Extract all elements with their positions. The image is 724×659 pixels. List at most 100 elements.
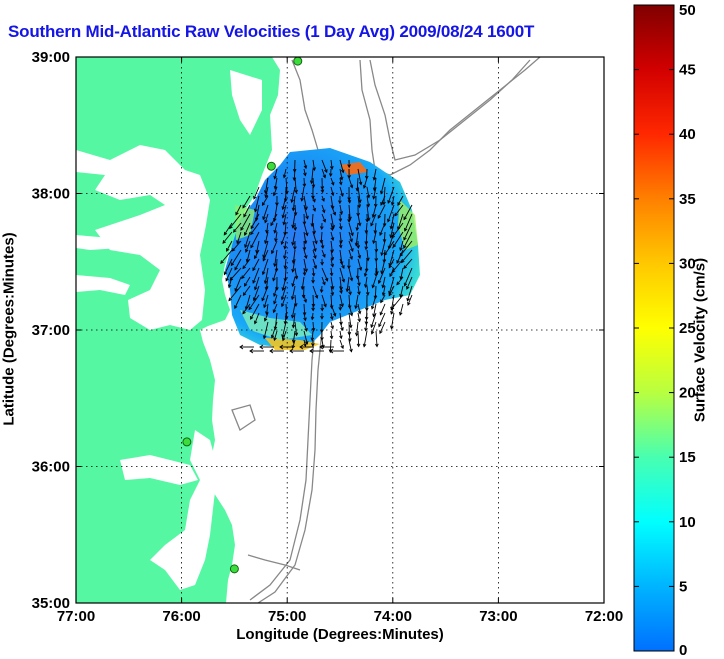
velocity-vector-head [263, 304, 267, 309]
velocity-vector-head [340, 169, 345, 174]
velocity-vector [399, 303, 404, 316]
velocity-vector [357, 276, 360, 286]
velocity-vector [294, 267, 298, 279]
velocity-vector-head [348, 338, 352, 343]
velocity-vector-head [293, 227, 298, 231]
velocity-vector-head [330, 325, 334, 330]
velocity-vector-head [226, 247, 230, 252]
velocity-vector [282, 195, 287, 210]
velocity-vector [311, 312, 314, 320]
velocity-vector [242, 303, 251, 314]
velocity-vector [271, 240, 278, 254]
velocity-vector [273, 330, 278, 341]
velocity-vector-head [262, 257, 266, 262]
velocity-vector-head [261, 297, 265, 302]
velocity-vector [390, 312, 395, 329]
velocity-vector [348, 204, 351, 220]
velocity-vector-head [280, 303, 285, 308]
velocity-vector [265, 276, 269, 290]
velocity-vector [222, 231, 233, 244]
velocity-vector [330, 186, 334, 196]
colorbar-ticks [634, 4, 674, 652]
colorbar-tick-label: 25 [679, 320, 696, 337]
velocity-vector-head [290, 314, 295, 319]
velocity-vector [380, 177, 386, 194]
velocity-vector [330, 222, 334, 231]
velocity-vector [330, 204, 336, 216]
velocity-vector-head [320, 189, 325, 194]
velocity-vector-head [309, 348, 314, 354]
velocity-vector-head [244, 248, 249, 253]
velocity-vector-head [364, 246, 369, 251]
velocity-vector-head [281, 334, 285, 339]
velocity-vector [243, 285, 251, 296]
velocity-vector-head [309, 180, 314, 185]
velocity-vector [387, 186, 395, 204]
velocity-vector [330, 258, 334, 267]
velocity-vector-head [320, 337, 324, 341]
velocity-vector [321, 267, 328, 282]
x-tick-label: 75:00 [268, 608, 306, 625]
velocity-vector-head [243, 232, 248, 237]
velocity-vector [264, 312, 269, 321]
velocity-vector [339, 276, 342, 290]
velocity-vector-head [373, 230, 378, 235]
velocity-vector-head [319, 289, 324, 294]
velocity-vector [404, 267, 413, 286]
velocity-vector-head [245, 258, 250, 263]
velocity-vector-head [330, 257, 335, 261]
velocity-vector [284, 312, 287, 324]
velocity-vector [339, 312, 342, 325]
velocity-vector-head [364, 327, 368, 332]
velocity-vector [265, 186, 269, 198]
velocity-vector [242, 258, 251, 269]
velocity-vector [244, 276, 251, 287]
velocity-vector-head [338, 307, 343, 311]
velocity-vector-head [300, 286, 305, 291]
velocity-vector-head [283, 245, 287, 250]
velocity-vector [252, 258, 260, 271]
velocity-vector [378, 312, 386, 327]
velocity-vector-head [347, 219, 351, 223]
velocity-vector [234, 258, 242, 270]
velocity-vector [401, 249, 413, 263]
velocity-vector-head [294, 189, 298, 194]
velocity-vector [291, 303, 296, 318]
velocity-vector [281, 321, 287, 338]
velocity-vector-head [303, 343, 307, 348]
velocity-vector-head [222, 240, 226, 244]
velocity-vector [243, 204, 251, 217]
velocity-vector [321, 276, 326, 285]
velocity-vector-head [355, 275, 360, 280]
velocity-vector-head [399, 293, 403, 298]
velocity-vector [273, 294, 278, 304]
velocity-vector-head [270, 250, 275, 255]
velocity-vector [303, 312, 306, 321]
velocity-vector-head [339, 176, 344, 181]
velocity-vector [301, 276, 305, 290]
velocity-vector-head [320, 245, 325, 249]
velocity-vector [256, 240, 260, 253]
velocity-vector [355, 231, 359, 246]
velocity-vector [356, 177, 359, 191]
velocity-vector [394, 204, 404, 217]
velocity-vector-head [403, 282, 408, 287]
velocity-vector [303, 258, 307, 272]
velocity-vector [339, 285, 342, 294]
velocity-vector-head [310, 337, 315, 342]
velocity-vector [400, 267, 404, 280]
velocity-vector [263, 240, 269, 258]
velocity-vector-head [330, 286, 335, 290]
velocity-vector [339, 267, 345, 282]
velocity-vector-head [322, 281, 326, 286]
velocity-vector [303, 330, 308, 344]
river-inlet [76, 230, 150, 250]
velocity-vector-head [280, 296, 285, 301]
station-marker [229, 564, 239, 574]
velocity-vector [303, 249, 307, 259]
velocity-vector-head [241, 275, 245, 280]
velocity-vector-head [261, 202, 266, 207]
velocity-vector [365, 276, 368, 288]
velocity-vector [400, 285, 404, 297]
velocity-vector-head [249, 348, 254, 354]
